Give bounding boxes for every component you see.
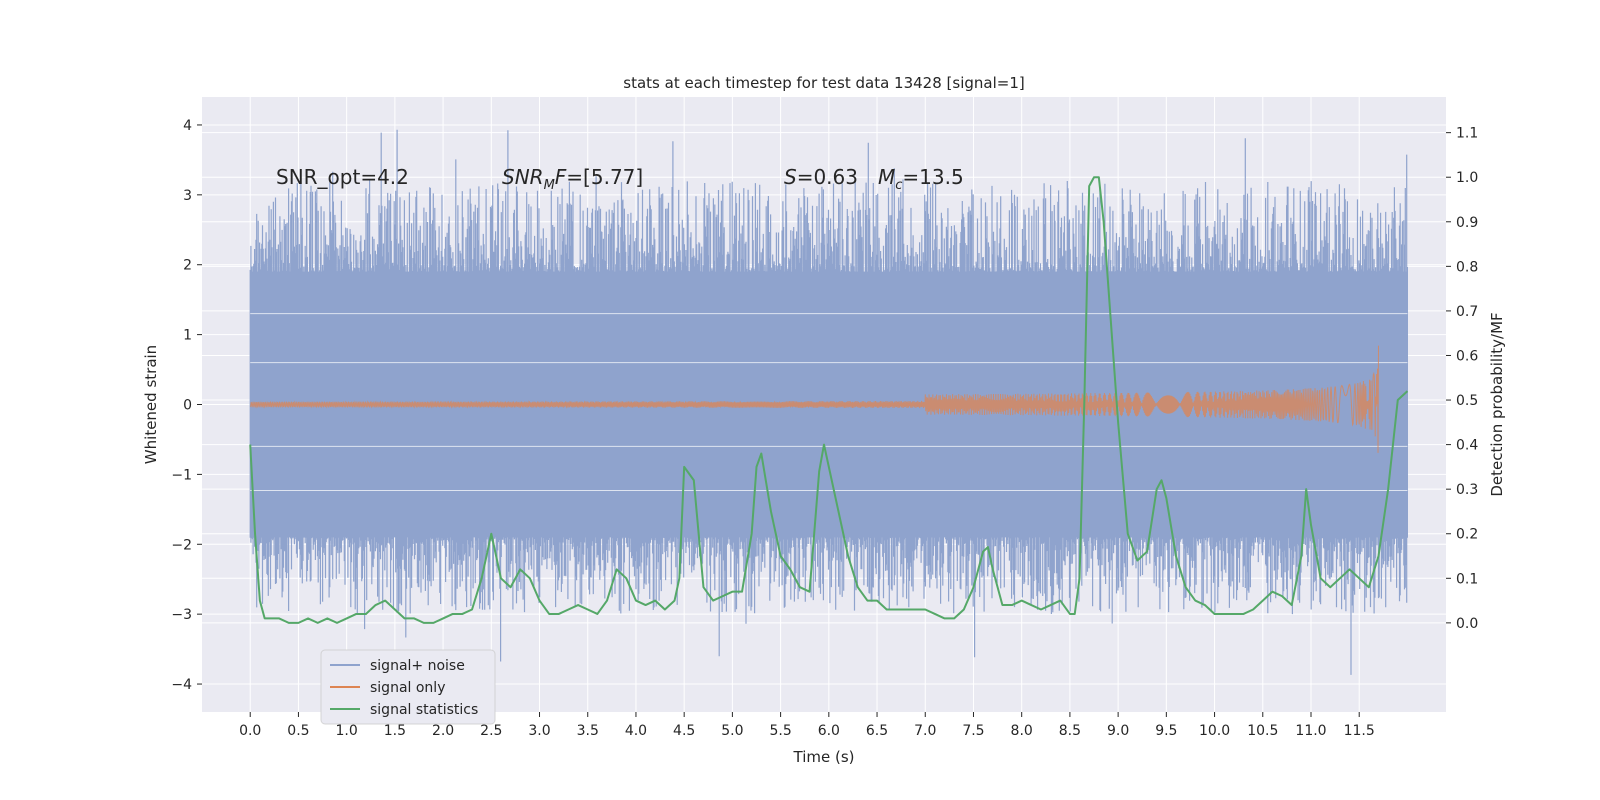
y-tick-label: −1 [171, 467, 192, 483]
y-axis-label: Whitened strain [142, 345, 160, 464]
y2-tick-label: 1.0 [1456, 170, 1478, 186]
annotation-s-main: S [784, 165, 797, 189]
y-tick-label: 1 [183, 328, 192, 344]
annotation-mc-tail: =13.5 [902, 165, 963, 189]
x-tick-label: 11.0 [1295, 723, 1326, 739]
x-tick-label: 2.0 [432, 723, 454, 739]
y2-tick-label: 0.3 [1456, 482, 1478, 498]
y2-tick-label: 0.7 [1456, 304, 1478, 320]
x-tick-label: 6.0 [818, 723, 840, 739]
y-tick-label: 3 [183, 188, 192, 204]
x-tick-label: 4.0 [625, 723, 647, 739]
x-tick-label: 7.5 [962, 723, 984, 739]
signal-statistics-series [249, 176, 1409, 624]
x-tick-label: 8.0 [1011, 723, 1033, 739]
x-tick-label: 5.0 [721, 723, 743, 739]
legend-label-signal-statistics: signal statistics [370, 702, 478, 718]
x-tick-label: 3.5 [577, 723, 599, 739]
annotation-snr-mf: SNRMF=[5.77] [502, 165, 643, 193]
x-tick-label: 0.0 [239, 723, 261, 739]
x-tick-label: 10.5 [1247, 723, 1278, 739]
y2-tick-label: 0.6 [1456, 348, 1478, 364]
annotation-snr-mf-tail: F=[5.77] [555, 165, 643, 189]
x-tick-label: 0.5 [287, 723, 309, 739]
y2-tick-label: 1.1 [1456, 126, 1478, 142]
x-tick-label: 7.0 [914, 723, 936, 739]
y2-tick-label: 0.9 [1456, 215, 1478, 231]
annotation-mc-sub: c [895, 178, 902, 193]
y2-tick-label: 0.2 [1456, 527, 1478, 543]
annotation-s: S=0.63 [784, 165, 858, 189]
signal-chirp-line [249, 345, 1379, 453]
y2-tick-label: 0.5 [1456, 393, 1478, 409]
y-tick-label: −3 [171, 607, 192, 623]
x-tick-label: 8.5 [1059, 723, 1081, 739]
x-tick-label: 2.5 [480, 723, 502, 739]
y-tick-label: 2 [183, 258, 192, 274]
x-tick-label: 1.5 [384, 723, 406, 739]
annotation-mc-main: M [878, 165, 895, 189]
legend-label-signal-only: signal only [370, 680, 445, 696]
y-tick-label: 0 [183, 398, 192, 414]
statistics-line [249, 176, 1409, 624]
x-tick-label: 9.0 [1107, 723, 1129, 739]
y-tick-label: −4 [171, 677, 192, 693]
x-tick-label: 1.0 [336, 723, 358, 739]
legend-box [320, 649, 496, 725]
legend: signal+ noise signal only signal statist… [320, 649, 496, 725]
x-tick-label: 6.5 [866, 723, 888, 739]
y2-tick-label: 0.1 [1456, 571, 1478, 587]
x-tick-label: 4.5 [673, 723, 695, 739]
annotation-snr-mf-sub: M [544, 178, 555, 193]
annotation-snr-opt: SNR_opt=4.2 [276, 165, 409, 189]
annotation-snr-mf-main: SNR [502, 165, 544, 189]
y-tick-label: −2 [171, 537, 192, 553]
y2-tick-label: 0.0 [1456, 616, 1478, 632]
legend-label-signal-noise: signal+ noise [370, 658, 465, 674]
y2-tick-label: 0.8 [1456, 259, 1478, 275]
x-tick-label: 9.5 [1155, 723, 1177, 739]
y-tick-label: 4 [183, 118, 192, 134]
x-tick-label: 3.0 [528, 723, 550, 739]
x-axis-label: Time (s) [793, 748, 855, 766]
x-tick-label: 11.5 [1344, 723, 1375, 739]
signal-only-series [249, 345, 1379, 453]
y2-tick-label: 0.4 [1456, 438, 1478, 454]
axis-ticks: 0.0 0.5 1.0 1.5 2.0 2.5 3.0 3.5 4.0 4.5 5.0 5.5 6.0 6… [171, 118, 1478, 739]
annotation-snr-mf-value: =[5.77] [566, 165, 643, 189]
y2-axis-label: Detection probability/MF [1488, 312, 1506, 496]
annotation-s-tail: =0.63 [797, 165, 858, 189]
x-tick-label: 5.5 [769, 723, 791, 739]
x-tick-label: 10.0 [1199, 723, 1230, 739]
annotation-snr-mf-f: F [555, 165, 567, 189]
annotation-mc: Mc=13.5 [878, 165, 964, 193]
chart-title: stats at each timestep for test data 134… [623, 74, 1024, 92]
